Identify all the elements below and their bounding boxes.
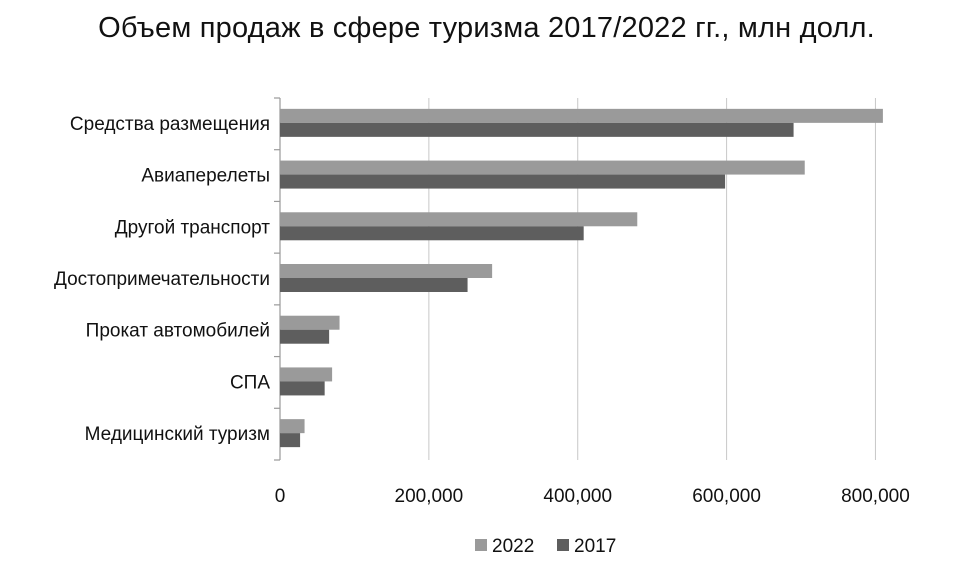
bar-2017 (280, 122, 794, 137)
bar-2017 (280, 329, 330, 344)
category-label: Достопримечательности (54, 269, 270, 290)
bar-2022 (280, 160, 805, 175)
x-tick-label: 0 (275, 486, 286, 507)
bar-2022 (280, 419, 305, 434)
x-tick-label: 600,000 (692, 486, 761, 507)
legend-label: 2017 (574, 536, 616, 557)
category-label: СПА (230, 372, 270, 393)
bar-2017 (280, 174, 726, 189)
bar-2022 (280, 264, 493, 278)
bar-2022 (280, 212, 638, 227)
bar-2022 (280, 315, 340, 330)
bar-2017 (280, 226, 584, 241)
bar-2017 (280, 433, 301, 448)
chart-title: Объем продаж в сфере туризма 2017/2022 г… (98, 12, 875, 44)
category-label: Другой транспорт (115, 217, 271, 238)
category-label: Прокат автомобилей (86, 321, 270, 342)
category-label: Средства размещения (70, 114, 270, 135)
legend-swatch (557, 539, 569, 551)
category-label: Медицинский туризм (85, 424, 270, 445)
category-label: Авиаперелеты (141, 166, 270, 187)
x-tick-label: 200,000 (395, 486, 464, 507)
bar-2017 (280, 381, 325, 396)
bar-2022 (280, 367, 333, 382)
legend-label: 2022 (492, 536, 534, 557)
x-tick-label: 400,000 (543, 486, 612, 507)
x-tick-label: 800,000 (841, 486, 910, 507)
bar-2017 (280, 278, 468, 292)
bar-2022 (280, 108, 883, 123)
legend-swatch (475, 539, 487, 551)
